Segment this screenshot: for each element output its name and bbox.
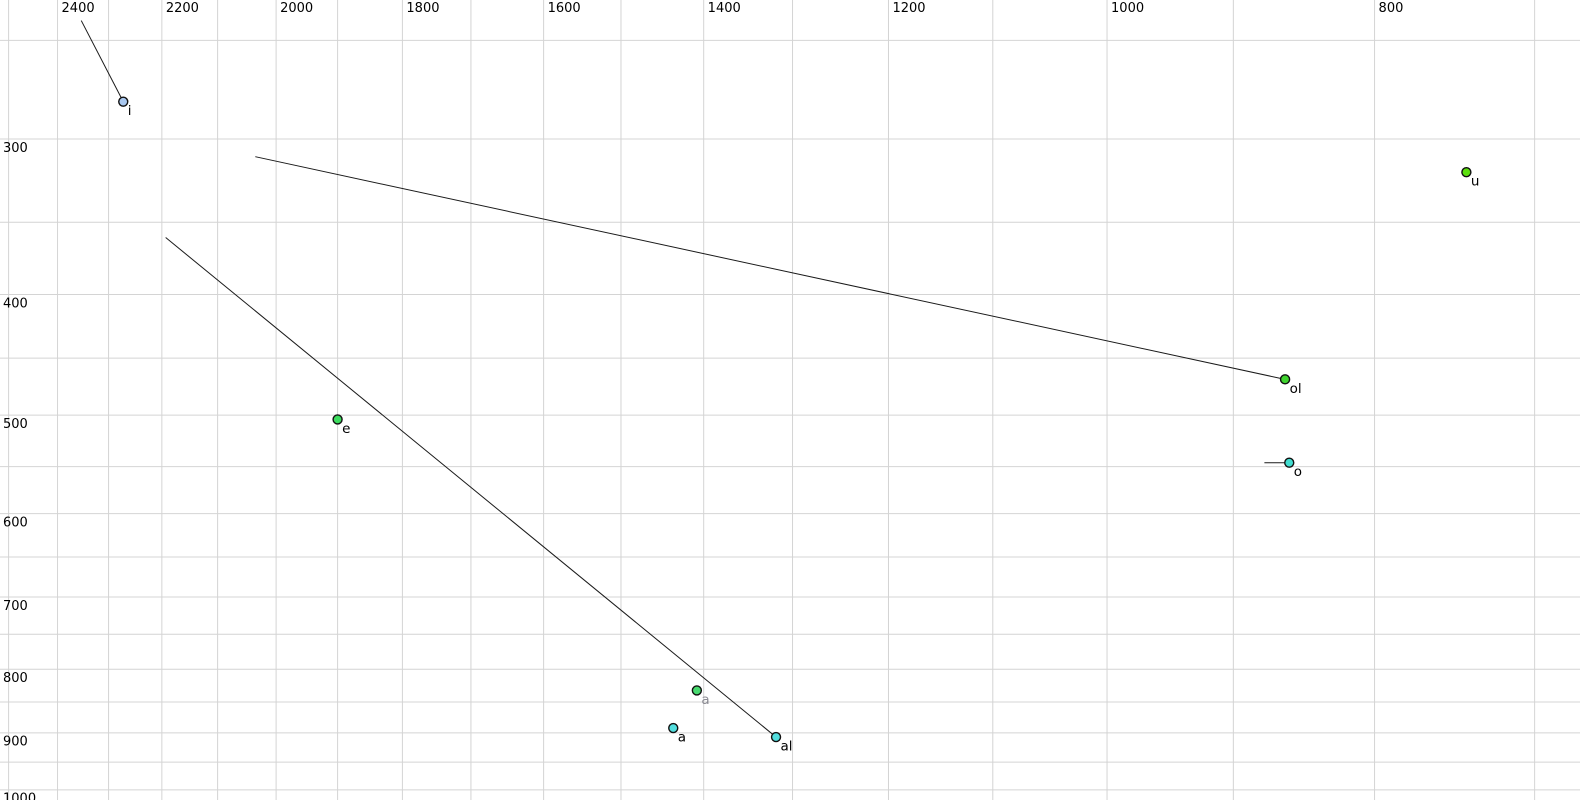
vowel-point-e bbox=[332, 414, 343, 425]
y-axis-tick-label: 800 bbox=[3, 671, 28, 686]
y-axis-tick-label: 600 bbox=[3, 515, 28, 530]
y-axis-tick-label: 700 bbox=[3, 599, 28, 614]
x-axis-tick-label: 1800 bbox=[406, 1, 439, 16]
vowel-point-label: i bbox=[128, 103, 132, 119]
vowel-point-al bbox=[770, 731, 782, 743]
vowel-point-label: a bbox=[678, 730, 686, 746]
y-axis-tick-label: 500 bbox=[3, 417, 28, 432]
vowel-point-a bbox=[668, 722, 679, 734]
x-axis-tick-label: 2400 bbox=[62, 1, 95, 16]
vowel-point-i bbox=[118, 96, 129, 107]
x-axis-tick-label: 1400 bbox=[708, 1, 741, 16]
formant-trajectory-line bbox=[80, 20, 124, 102]
vowel-point-label: ol bbox=[1290, 381, 1302, 397]
x-axis-tick-label: 1000 bbox=[1111, 1, 1144, 16]
vowel-point-label: a bbox=[701, 692, 709, 708]
formant-trajectory-line bbox=[255, 156, 1286, 380]
y-axis-tick-label: 1000 bbox=[3, 792, 36, 800]
x-axis-tick-label: 2000 bbox=[280, 1, 313, 16]
vowel-point-label: al bbox=[781, 739, 793, 755]
vowel-point-a bbox=[691, 685, 703, 696]
y-axis-tick-label: 300 bbox=[3, 141, 28, 156]
vowel-point-o bbox=[1284, 457, 1295, 468]
vowel-point-label: o bbox=[1294, 464, 1302, 480]
vowel-point-label: e bbox=[342, 421, 350, 437]
formant-trajectory-line bbox=[165, 237, 777, 738]
y-axis-tick-label: 400 bbox=[3, 296, 28, 311]
x-axis-tick-label: 800 bbox=[1379, 1, 1404, 16]
y-axis-tick-label: 900 bbox=[3, 735, 28, 750]
x-axis-tick-label: 2200 bbox=[166, 1, 199, 16]
x-axis-tick-label: 1600 bbox=[548, 1, 581, 16]
x-axis-tick-label: 1200 bbox=[892, 1, 925, 16]
vowel-point-label: u bbox=[1471, 174, 1480, 190]
vowel-point-ol bbox=[1279, 374, 1291, 385]
vowel-point-u bbox=[1461, 166, 1472, 178]
